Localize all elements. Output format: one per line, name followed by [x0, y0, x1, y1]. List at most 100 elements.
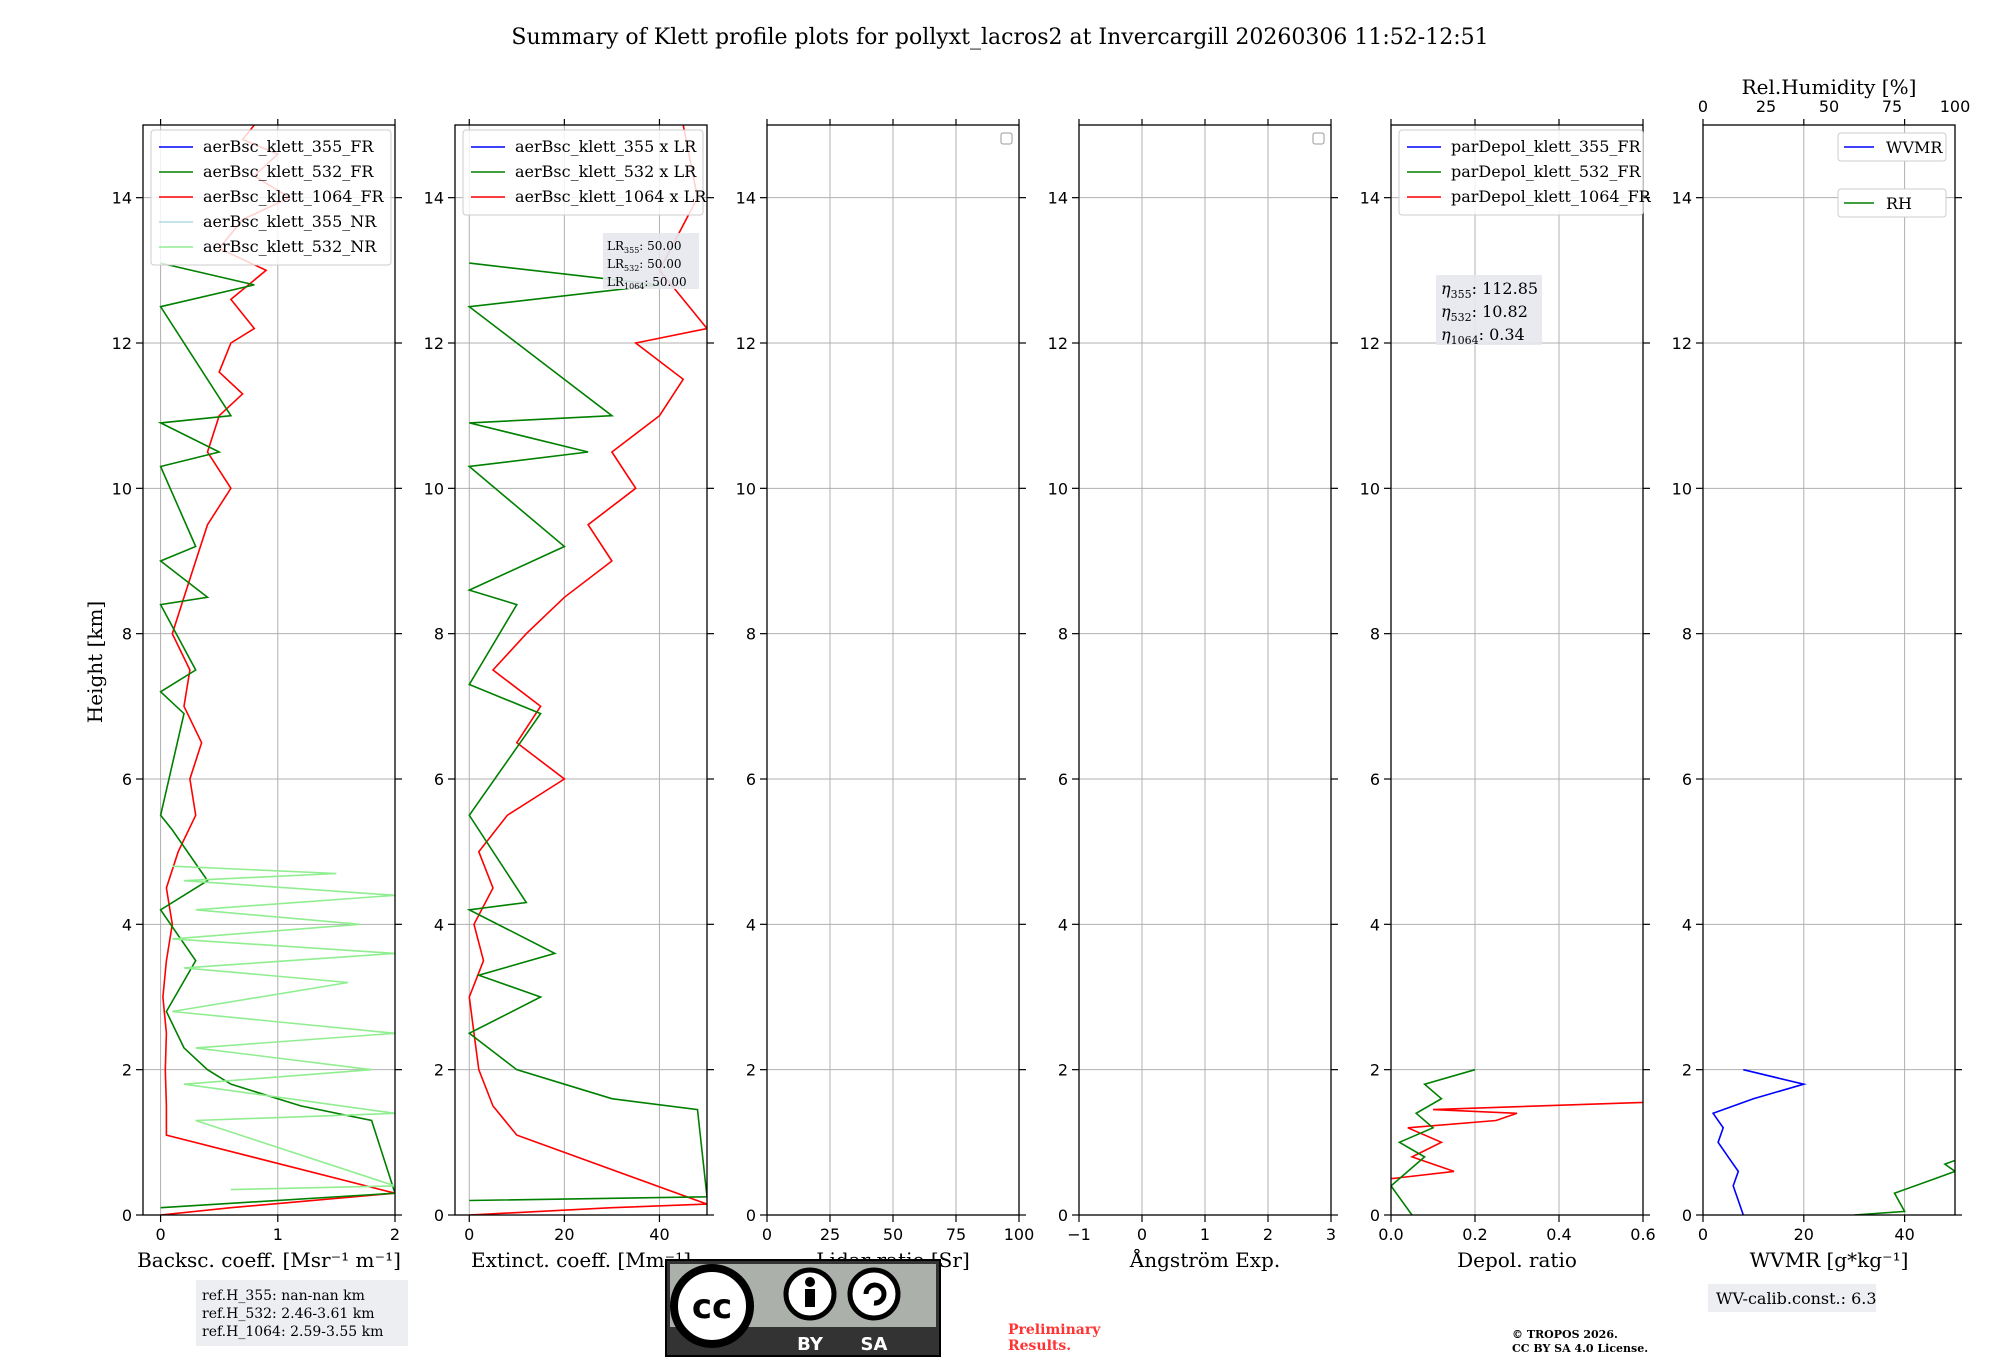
x-tick-label-backscatter-1: 1 — [273, 1225, 283, 1244]
legend-box-extinction — [462, 129, 704, 216]
legend-label-extinction-2: aerBsc_klett_1064 x LR — [515, 187, 707, 206]
legend-box-depol — [1398, 129, 1644, 216]
y-tick-label-water_vapor-3: 6 — [1682, 770, 1692, 789]
y-tick-label-lidar_ratio-0: 0 — [746, 1206, 756, 1225]
y-tick-label-lidar_ratio-2: 4 — [746, 915, 756, 934]
legend-box-water_vapor-1 — [1837, 188, 1947, 218]
sa-label: SA — [861, 1334, 888, 1355]
legend-label-water_vapor-1: RH — [1886, 194, 1912, 213]
x-tick-label-lidar_ratio-2: 50 — [883, 1225, 903, 1244]
y-tick-label-lidar_ratio-7: 14 — [736, 189, 756, 208]
y-tick-label-depol-0: 0 — [1370, 1206, 1380, 1225]
series-line-water_vapor-1 — [1854, 1159, 1955, 1215]
preliminary-line-1: Preliminary — [1008, 1322, 1101, 1338]
x-tick-label-depol-2: 0.4 — [1546, 1225, 1571, 1244]
x-axis-label-water_vapor: WVMR [g*kg⁻¹] — [1750, 1248, 1909, 1272]
y-tick-label-water_vapor-7: 14 — [1672, 189, 1692, 208]
x-tick-label-lidar_ratio-0: 0 — [762, 1225, 772, 1244]
y-tick-label-angstrom-7: 14 — [1048, 189, 1068, 208]
y-tick-label-water_vapor-4: 8 — [1682, 625, 1692, 644]
x-tick-label-angstrom-3: 2 — [1263, 1225, 1273, 1244]
x-axis-label-extinction: Extinct. coeff. [Mm⁻¹] — [471, 1248, 691, 1272]
ref-height-1064: ref.H_1064: 2.59-3.55 km — [202, 1324, 383, 1340]
x-tick-label-extinction-1: 20 — [554, 1225, 574, 1244]
legend-label-backscatter-0: aerBsc_klett_355_FR — [203, 137, 374, 156]
x-tick-label-lidar_ratio-4: 100 — [1004, 1225, 1035, 1244]
y-tick-label-extinction-3: 6 — [434, 770, 444, 789]
x-tick-label-lidar_ratio-3: 75 — [946, 1225, 966, 1244]
y-tick-label-backscatter-7: 14 — [112, 189, 132, 208]
legend-label-backscatter-2: aerBsc_klett_1064_FR — [203, 187, 385, 206]
legend-label-depol-0: parDepol_klett_355_FR — [1451, 137, 1642, 156]
top-tick-label-water_vapor-4: 100 — [1940, 97, 1971, 116]
y-tick-label-backscatter-3: 6 — [122, 770, 132, 789]
y-tick-label-angstrom-2: 4 — [1058, 915, 1068, 934]
series-group-water_vapor — [1711, 1068, 1955, 1215]
panel-lidar_ratio: 025507510002468101214Lidar ratio [Sr] — [736, 119, 1035, 1272]
series-line-depol-1 — [1391, 1068, 1476, 1215]
top-tick-label-water_vapor-0: 0 — [1698, 97, 1708, 116]
wv-calib-const: WV-calib.const.: 6.3 — [1716, 1289, 1877, 1308]
y-axis-label: Height [km] — [83, 601, 107, 723]
y-tick-label-depol-2: 4 — [1370, 915, 1380, 934]
x-tick-label-backscatter-2: 2 — [390, 1225, 400, 1244]
y-tick-label-angstrom-0: 0 — [1058, 1206, 1068, 1225]
empty-legend-angstrom — [1312, 132, 1325, 145]
y-tick-label-water_vapor-1: 2 — [1682, 1061, 1692, 1080]
legend-label-extinction-0: aerBsc_klett_355 x LR — [515, 137, 697, 156]
lr-annotation-box — [603, 233, 699, 289]
wv-calib-box — [1708, 1284, 1876, 1312]
cc-text: cc — [692, 1287, 732, 1327]
y-tick-label-extinction-4: 8 — [434, 625, 444, 644]
eta-annotation-box — [1436, 275, 1542, 345]
sa-icon — [847, 1267, 901, 1321]
series-line-extinction-1 — [466, 262, 707, 1202]
y-tick-label-depol-6: 12 — [1360, 334, 1380, 353]
axes-frame-backscatter — [142, 124, 396, 1216]
y-tick-label-extinction-1: 2 — [434, 1061, 444, 1080]
top-tick-label-water_vapor-3: 75 — [1882, 97, 1902, 116]
x-tick-label-angstrom-2: 1 — [1200, 1225, 1210, 1244]
y-tick-label-backscatter-4: 8 — [122, 625, 132, 644]
x-tick-label-angstrom-4: 3 — [1326, 1225, 1336, 1244]
y-tick-label-water_vapor-6: 12 — [1672, 334, 1692, 353]
y-tick-label-angstrom-3: 6 — [1058, 770, 1068, 789]
y-tick-label-backscatter-0: 0 — [122, 1206, 132, 1225]
by-label: BY — [797, 1334, 824, 1355]
series-line-water_vapor-0 — [1711, 1068, 1807, 1215]
panel-depol: 0.0 0.2 0.4 0.6 0 2 4 6 8 10 12 14 Depol. ratio parDe… — [1360, 119, 1656, 1272]
eta-annotation-2: η1064: 0.34 — [1441, 325, 1525, 347]
top-tick-label-water_vapor-1: 25 — [1756, 97, 1776, 116]
series-line-backscatter-1 — [157, 262, 395, 1209]
empty-legend-lidar_ratio — [1000, 132, 1013, 145]
x-tick-label-angstrom-0: −1 — [1067, 1225, 1091, 1244]
axes-frame-extinction — [454, 124, 708, 1216]
eta-annotation-0: η355: 112.85 — [1441, 279, 1538, 301]
legend-label-extinction-1: aerBsc_klett_532 x LR — [515, 162, 697, 181]
lr-annotation-2: LR1064: 50.00 — [607, 275, 687, 291]
y-tick-label-angstrom-1: 2 — [1058, 1061, 1068, 1080]
y-tick-label-lidar_ratio-6: 12 — [736, 334, 756, 353]
legend-label-backscatter-1: aerBsc_klett_532_FR — [203, 162, 374, 181]
y-tick-label-backscatter-1: 2 — [122, 1061, 132, 1080]
ref-heights-box — [196, 1280, 408, 1346]
y-tick-label-angstrom-5: 10 — [1048, 479, 1068, 498]
legend-label-backscatter-3: aerBsc_klett_355_NR — [203, 212, 377, 231]
cc-icon — [670, 1264, 754, 1348]
y-tick-label-extinction-7: 14 — [424, 189, 444, 208]
legend-label-water_vapor-0: WVMR — [1886, 138, 1943, 157]
y-tick-label-lidar_ratio-1: 2 — [746, 1061, 756, 1080]
legend-box-backscatter — [150, 129, 392, 266]
x-tick-label-depol-0: 0.0 — [1378, 1225, 1403, 1244]
legend-box-water_vapor-0 — [1837, 132, 1947, 162]
copyright-line-2: CC BY SA 4.0 License. — [1512, 1342, 1648, 1355]
y-tick-label-lidar_ratio-4: 8 — [746, 625, 756, 644]
x-tick-label-lidar_ratio-1: 25 — [820, 1225, 840, 1244]
x-tick-label-water_vapor-1: 20 — [1794, 1225, 1814, 1244]
lr-annotation-0: LR355: 50.00 — [607, 239, 682, 255]
y-tick-label-extinction-0: 0 — [434, 1206, 444, 1225]
axes-frame-depol — [1390, 124, 1644, 1216]
